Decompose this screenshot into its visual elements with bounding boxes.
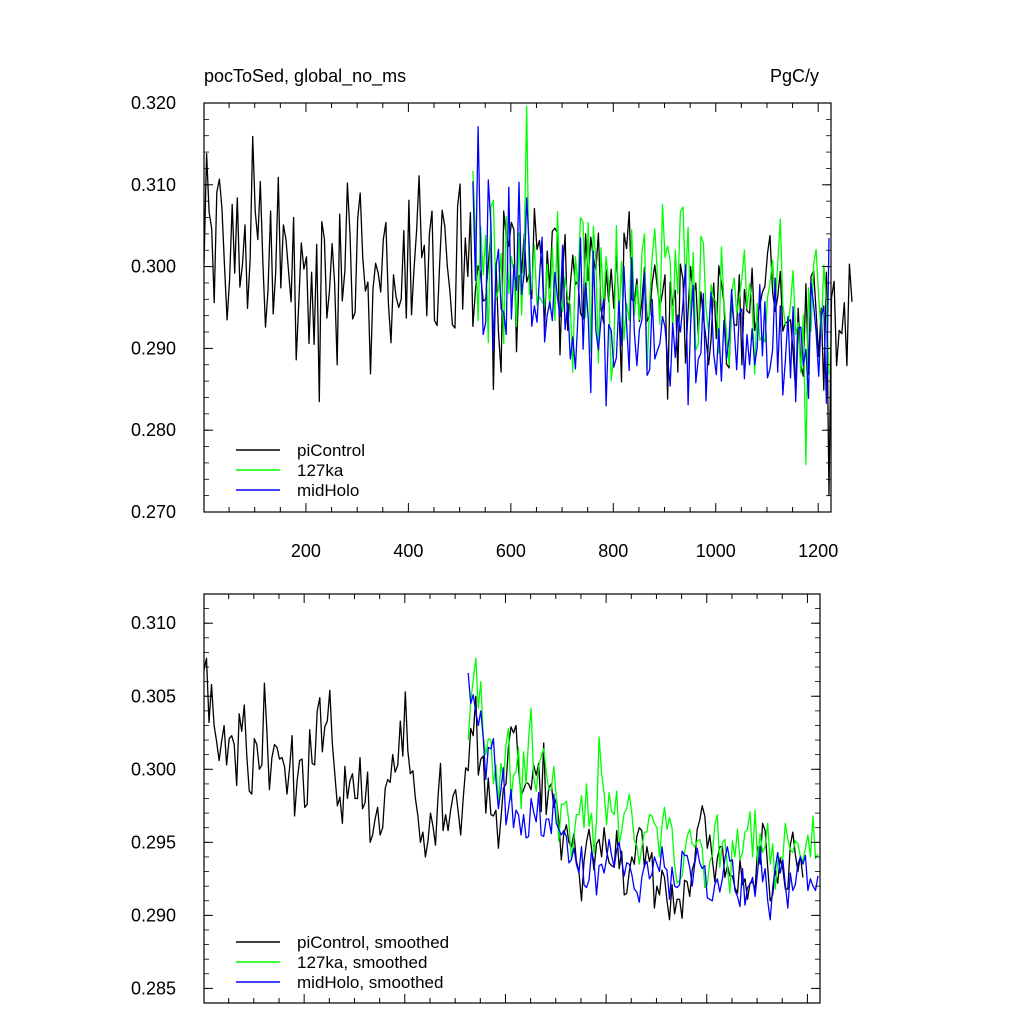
top-legend-label-2: midHolo — [297, 481, 359, 500]
bottom-y-tick-label: 0.285 — [131, 978, 176, 998]
top-x-tick-label: 800 — [598, 541, 628, 561]
bottom-legend-label-2: midHolo, smoothed — [297, 973, 443, 992]
bottom-y-tick-label: 0.290 — [131, 905, 176, 925]
bottom-legend-label-0: piControl, smoothed — [297, 933, 449, 952]
top-legend-label-1: 127ka — [297, 461, 344, 480]
top-legend-label-0: piControl — [297, 441, 365, 460]
bottom-series-line-2 — [467, 672, 819, 921]
top-x-tick-label: 1000 — [696, 541, 736, 561]
top-x-tick-label: 600 — [496, 541, 526, 561]
top-y-tick-label: 0.310 — [131, 175, 176, 195]
bottom-y-tick-label: 0.300 — [131, 759, 176, 779]
top-x-tick-label: 200 — [291, 541, 321, 561]
top-series-line-1 — [472, 105, 830, 466]
title-left: pocToSed, global_no_ms — [204, 66, 406, 87]
top-x-tick-label: 400 — [393, 541, 423, 561]
bottom-series-line-1 — [467, 657, 819, 895]
top-y-tick-label: 0.270 — [131, 502, 176, 522]
bottom-panel-smoothed: 0.285 0.290 0.295 0.300 0.305 0.310 piControl,… — [131, 593, 821, 1004]
title-right: PgC/y — [770, 66, 819, 86]
bottom-legend-label-1: 127ka, smoothed — [297, 953, 427, 972]
bottom-y-tick-label: 0.310 — [131, 613, 176, 633]
top-panel-timeseries: 200 400 600 800 1000 1200 0.270 0.280 0.290 0.300… — [131, 93, 853, 561]
bottom-series-line-0 — [203, 657, 804, 921]
bottom-y-tick-label: 0.305 — [131, 686, 176, 706]
bottom-y-tick-label: 0.295 — [131, 832, 176, 852]
top-series-line-0 — [203, 135, 853, 497]
top-series-line-2 — [472, 126, 830, 407]
top-y-tick-label: 0.300 — [131, 257, 176, 277]
top-y-tick-label: 0.320 — [131, 93, 176, 113]
top-y-tick-label: 0.290 — [131, 338, 176, 358]
top-x-tick-label: 1200 — [798, 541, 838, 561]
top-plot-frame — [203, 102, 832, 513]
top-y-tick-label: 0.280 — [131, 420, 176, 440]
